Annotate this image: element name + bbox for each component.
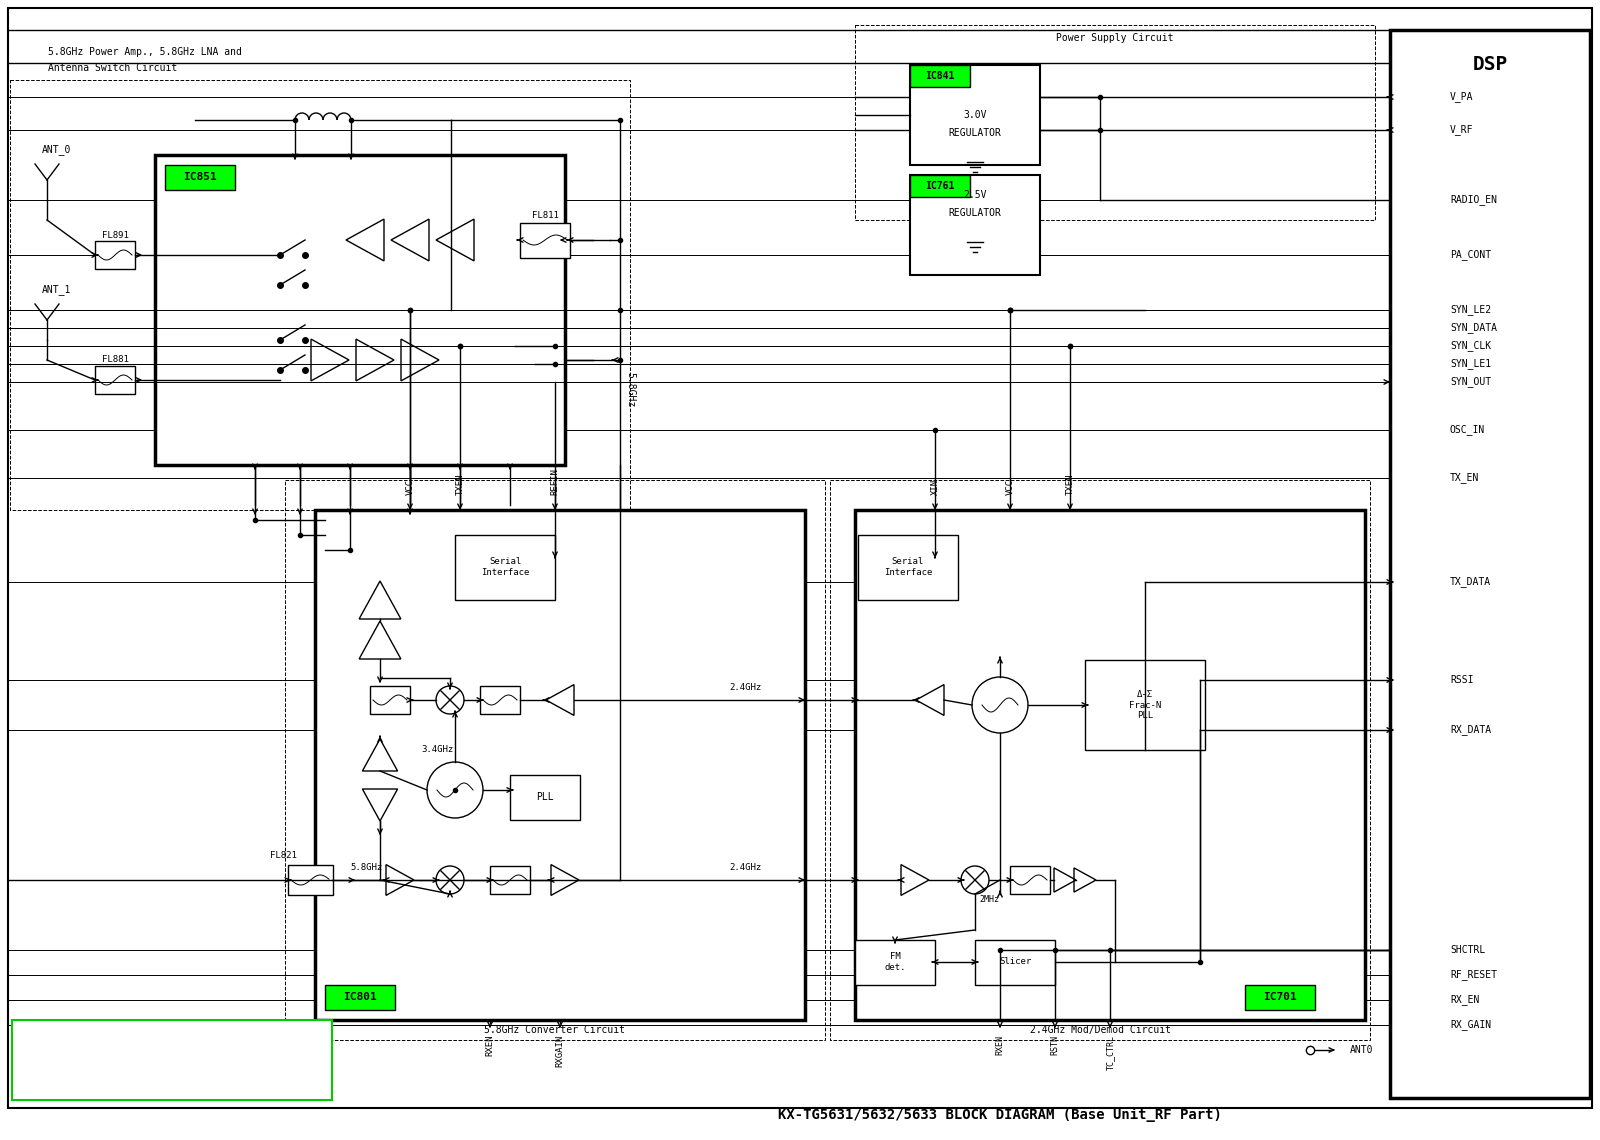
Bar: [370, 686, 410, 714]
Text: RX_GAIN: RX_GAIN: [1450, 1019, 1491, 1031]
Text: OSC_IN: OSC_IN: [1450, 424, 1485, 435]
Bar: [858, 535, 958, 600]
Text: FL821: FL821: [270, 850, 298, 860]
Text: TX_DATA: TX_DATA: [1450, 577, 1491, 587]
Bar: [325, 985, 395, 1010]
Text: ANT0: ANT0: [1350, 1045, 1373, 1055]
Text: 5.8GHz Power Amp., 5.8GHz LNA and: 5.8GHz Power Amp., 5.8GHz LNA and: [48, 47, 242, 57]
Text: RX_EN: RX_EN: [1450, 994, 1480, 1005]
Text: RADIO_EN: RADIO_EN: [1450, 195, 1498, 205]
Text: XIN: XIN: [931, 479, 939, 495]
Text: TXEN: TXEN: [1066, 473, 1075, 495]
Bar: [315, 510, 805, 1020]
Bar: [910, 176, 1040, 275]
Bar: [1390, 30, 1590, 1098]
Text: Slicer: Slicer: [998, 958, 1030, 967]
Bar: [910, 65, 1040, 165]
Text: 2.4GHz Mod/Demod Circuit: 2.4GHz Mod/Demod Circuit: [1029, 1025, 1171, 1035]
Bar: [854, 25, 1374, 220]
Text: 2.4GHz: 2.4GHz: [730, 863, 762, 872]
Text: SYN_DATA: SYN_DATA: [1450, 323, 1498, 334]
Text: Serial
Interface: Serial Interface: [883, 557, 933, 577]
Text: PA_CONT: PA_CONT: [1450, 250, 1491, 260]
Text: IC851: IC851: [182, 172, 218, 182]
Text: SHCTRL: SHCTRL: [1450, 945, 1485, 955]
Text: V_PA: V_PA: [1450, 91, 1474, 103]
Text: VCC: VCC: [405, 479, 414, 495]
Bar: [910, 65, 970, 87]
Bar: [490, 866, 530, 894]
Text: TC_CTRL: TC_CTRL: [1106, 1035, 1115, 1070]
Text: RF_RESET: RF_RESET: [1450, 969, 1498, 980]
Text: PLL: PLL: [536, 792, 554, 803]
Text: RXEN: RXEN: [485, 1035, 494, 1057]
Text: IC801: IC801: [342, 993, 378, 1002]
Text: TXEN: TXEN: [456, 473, 464, 495]
Text: 2.5V: 2.5V: [963, 190, 987, 200]
Text: V_RF: V_RF: [1450, 124, 1474, 136]
Text: 2MHz: 2MHz: [979, 896, 998, 904]
Text: SYN_CLK: SYN_CLK: [1450, 341, 1491, 351]
Text: RX_DATA: RX_DATA: [1450, 725, 1491, 735]
Text: FM
det.: FM det.: [885, 952, 906, 971]
Text: SYN_LE2: SYN_LE2: [1450, 304, 1491, 316]
Bar: [165, 165, 235, 190]
Bar: [155, 155, 565, 465]
Bar: [520, 223, 570, 258]
Text: SYN_LE1: SYN_LE1: [1450, 359, 1491, 369]
Text: Antenna Switch Circuit: Antenna Switch Circuit: [48, 63, 178, 73]
Text: KX-TG5631/5632/5633 BLOCK DIAGRAM (Base Unit_RF Part): KX-TG5631/5632/5633 BLOCK DIAGRAM (Base …: [778, 1108, 1222, 1122]
Bar: [854, 940, 934, 985]
Text: 2.4GHz: 2.4GHz: [730, 684, 762, 692]
Text: 5.8GHz: 5.8GHz: [350, 863, 382, 872]
Text: REGULATOR: REGULATOR: [949, 128, 1002, 138]
Text: RXGAIN: RXGAIN: [555, 1035, 565, 1067]
Bar: [510, 775, 579, 820]
Bar: [854, 510, 1365, 1020]
Bar: [480, 686, 520, 714]
Text: Δ-Σ
Frac-N
PLL: Δ-Σ Frac-N PLL: [1130, 690, 1162, 719]
Text: IC701: IC701: [1262, 993, 1298, 1002]
Bar: [974, 940, 1054, 985]
Text: 5.8GHz Converter Circuit: 5.8GHz Converter Circuit: [485, 1025, 626, 1035]
Text: FL811: FL811: [531, 211, 558, 220]
Text: ANT_1: ANT_1: [42, 285, 72, 295]
Bar: [13, 1020, 333, 1100]
Bar: [288, 865, 333, 895]
Bar: [10, 80, 630, 510]
Text: IC841: IC841: [925, 71, 955, 81]
Bar: [1085, 660, 1205, 750]
Text: RSSI: RSSI: [1450, 675, 1474, 685]
Text: 3.4GHz: 3.4GHz: [421, 746, 453, 755]
Text: REGULATOR: REGULATOR: [949, 207, 1002, 218]
Bar: [910, 176, 970, 197]
Text: VCC: VCC: [1005, 479, 1014, 495]
Text: ANT_0: ANT_0: [42, 145, 72, 155]
Text: 3.0V: 3.0V: [963, 109, 987, 120]
Text: IC761: IC761: [925, 181, 955, 192]
Text: 5.8GHz: 5.8GHz: [626, 373, 635, 408]
Bar: [94, 241, 134, 269]
Text: Power Supply Circuit: Power Supply Circuit: [1056, 33, 1174, 43]
Bar: [94, 366, 134, 394]
Bar: [1010, 866, 1050, 894]
Bar: [285, 480, 826, 1040]
Text: REFIN: REFIN: [550, 469, 560, 495]
Text: FL881: FL881: [101, 356, 128, 365]
Text: RXEN: RXEN: [995, 1035, 1005, 1055]
Bar: [454, 535, 555, 600]
Text: Serial
Interface: Serial Interface: [482, 557, 530, 577]
Bar: [830, 480, 1370, 1040]
Text: RSTN: RSTN: [1051, 1035, 1059, 1055]
Text: SYN_OUT: SYN_OUT: [1450, 376, 1491, 388]
Text: FL891: FL891: [101, 230, 128, 239]
Text: TX_EN: TX_EN: [1450, 473, 1480, 483]
Text: DSP: DSP: [1472, 56, 1507, 74]
Bar: [1245, 985, 1315, 1010]
